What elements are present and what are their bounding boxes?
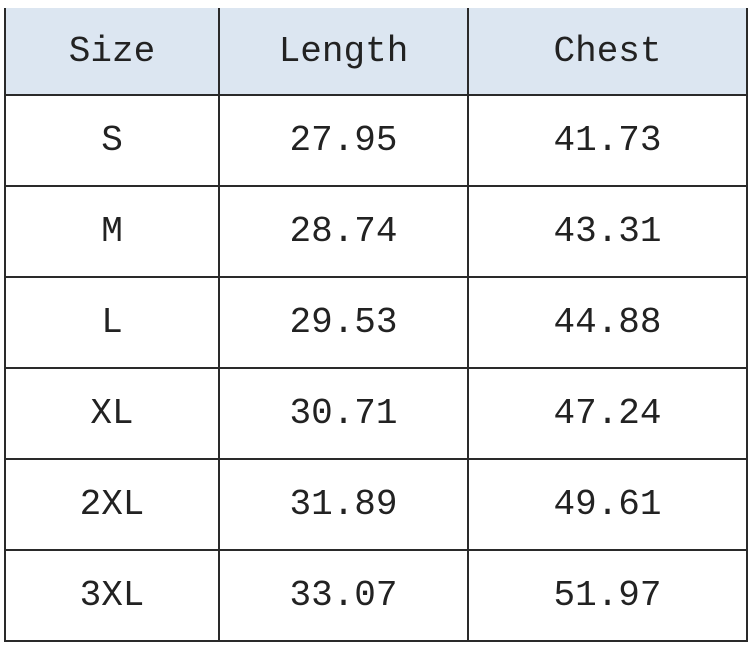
- cell-length: 29.53: [218, 276, 469, 369]
- cell-chest: 44.88: [467, 276, 748, 369]
- header-length: Length: [218, 8, 469, 96]
- cell-size: XL: [4, 367, 220, 460]
- cell-size: L: [4, 276, 220, 369]
- cell-size: 3XL: [4, 549, 220, 642]
- cell-chest: 41.73: [467, 94, 748, 187]
- table-row: L 29.53 44.88: [4, 276, 748, 369]
- table-row: 2XL 31.89 49.61: [4, 458, 748, 551]
- cell-length: 33.07: [218, 549, 469, 642]
- size-chart-table: Size Length Chest S 27.95 41.73 M 28.74 43.31…: [4, 8, 748, 642]
- cell-chest: 49.61: [467, 458, 748, 551]
- table-row: M 28.74 43.31: [4, 185, 748, 278]
- cell-chest: 51.97: [467, 549, 748, 642]
- cell-size: 2XL: [4, 458, 220, 551]
- header-size: Size: [4, 8, 220, 96]
- cell-chest: 47.24: [467, 367, 748, 460]
- cell-size: M: [4, 185, 220, 278]
- table-row: XL 30.71 47.24: [4, 367, 748, 460]
- cell-length: 28.74: [218, 185, 469, 278]
- cell-length: 27.95: [218, 94, 469, 187]
- cell-size: S: [4, 94, 220, 187]
- cell-chest: 43.31: [467, 185, 748, 278]
- header-chest: Chest: [467, 8, 748, 96]
- cell-length: 31.89: [218, 458, 469, 551]
- header-row: Size Length Chest: [4, 8, 748, 96]
- table-row: 3XL 33.07 51.97: [4, 549, 748, 642]
- table-row: S 27.95 41.73: [4, 94, 748, 187]
- cell-length: 30.71: [218, 367, 469, 460]
